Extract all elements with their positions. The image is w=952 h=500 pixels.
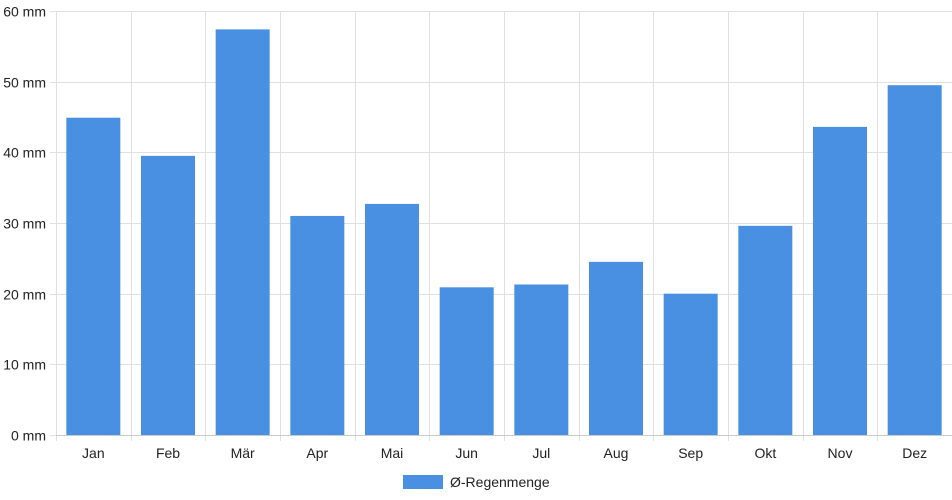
x-tick-label: Sep (678, 445, 703, 461)
bar-mär[interactable] (215, 29, 270, 436)
bar-sep[interactable] (663, 293, 718, 435)
x-tick-label: Feb (156, 445, 180, 461)
bar-aug[interactable] (589, 261, 643, 435)
x-tick-label: Mär (231, 445, 255, 461)
x-tick-label: Jan (82, 445, 105, 461)
x-tick-label: Aug (604, 445, 629, 461)
bar-nov[interactable] (813, 126, 867, 435)
x-tick-label: Dez (902, 445, 927, 461)
y-tick-label: 30 mm (3, 216, 46, 232)
x-tick-label: Okt (754, 445, 776, 461)
x-tick-label: Jul (532, 445, 550, 461)
y-tick-label: 10 mm (3, 357, 46, 373)
y-tick-label: 40 mm (3, 145, 46, 161)
y-tick-label: 0 mm (11, 428, 46, 444)
bar-jun[interactable] (439, 287, 494, 435)
bar-mai[interactable] (365, 203, 419, 435)
bar-jan[interactable] (66, 117, 121, 435)
x-tick-label: Mai (381, 445, 404, 461)
x-tick-label: Jun (455, 445, 478, 461)
y-tick-label: 20 mm (3, 287, 46, 303)
x-tick-label: Apr (306, 445, 328, 461)
bars-layer (66, 29, 942, 436)
grid-layer (50, 11, 952, 441)
bar-jul[interactable] (514, 284, 569, 435)
axis-layer: 0 mm 10 mm 20 mm 30 mm 40 mm 50 mm 60 mm Jan Feb… (3, 4, 952, 461)
bar-okt[interactable] (738, 225, 793, 435)
y-tick-label: 60 mm (3, 4, 46, 20)
legend[interactable]: Ø-Regenmenge (403, 474, 550, 490)
legend-swatch[interactable] (403, 475, 443, 489)
y-tick-label: 50 mm (3, 75, 46, 91)
x-tick-label: Nov (828, 445, 853, 461)
bar-feb[interactable] (141, 155, 195, 435)
bar-apr[interactable] (290, 215, 345, 435)
legend-label[interactable]: Ø-Regenmenge (450, 474, 550, 490)
bar-dez[interactable] (887, 85, 942, 435)
